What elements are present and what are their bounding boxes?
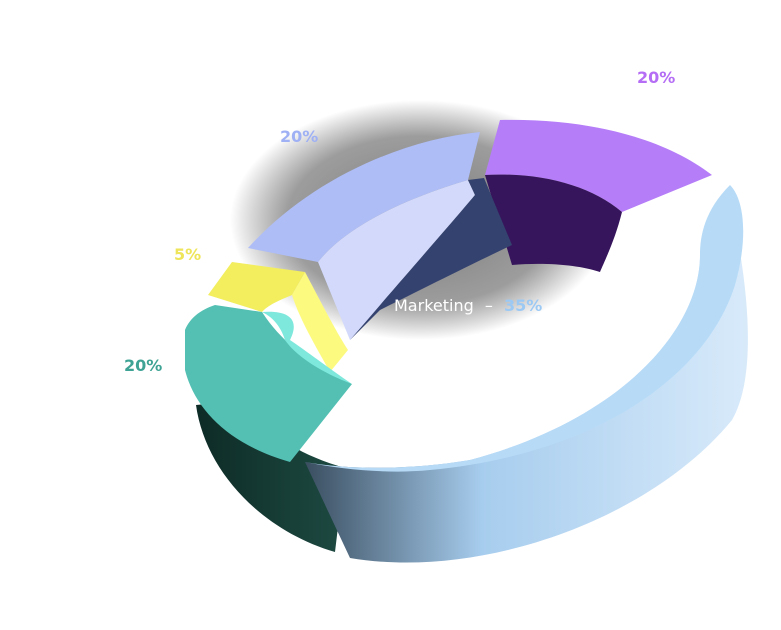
center-label: Marketing – 35% [394,296,542,315]
slice-blue-top [305,185,744,472]
slice-purple-top [485,119,712,212]
slice-yellow-top [208,262,305,312]
center-label-separator: – [485,296,493,315]
center-label-value: 35% [504,296,542,315]
slice-periwinkle-face [318,180,475,340]
label-yellow-value: 5% [174,245,201,264]
label-teal-value: 20% [124,356,162,375]
slice-teal-side [196,400,345,552]
label-purple-value: 20% [637,68,675,87]
slice-periwinkle-inner [350,178,512,340]
slice-blue-side [305,200,748,563]
slice-teal-inner [262,311,352,384]
slice-teal-top [185,305,352,462]
slice-periwinkle-top [248,132,480,262]
slice-purple-inner [485,174,622,272]
label-periwinkle-value: 20% [280,127,318,146]
center-label-name: Marketing [394,296,474,315]
slice-yellow-face [292,272,348,372]
